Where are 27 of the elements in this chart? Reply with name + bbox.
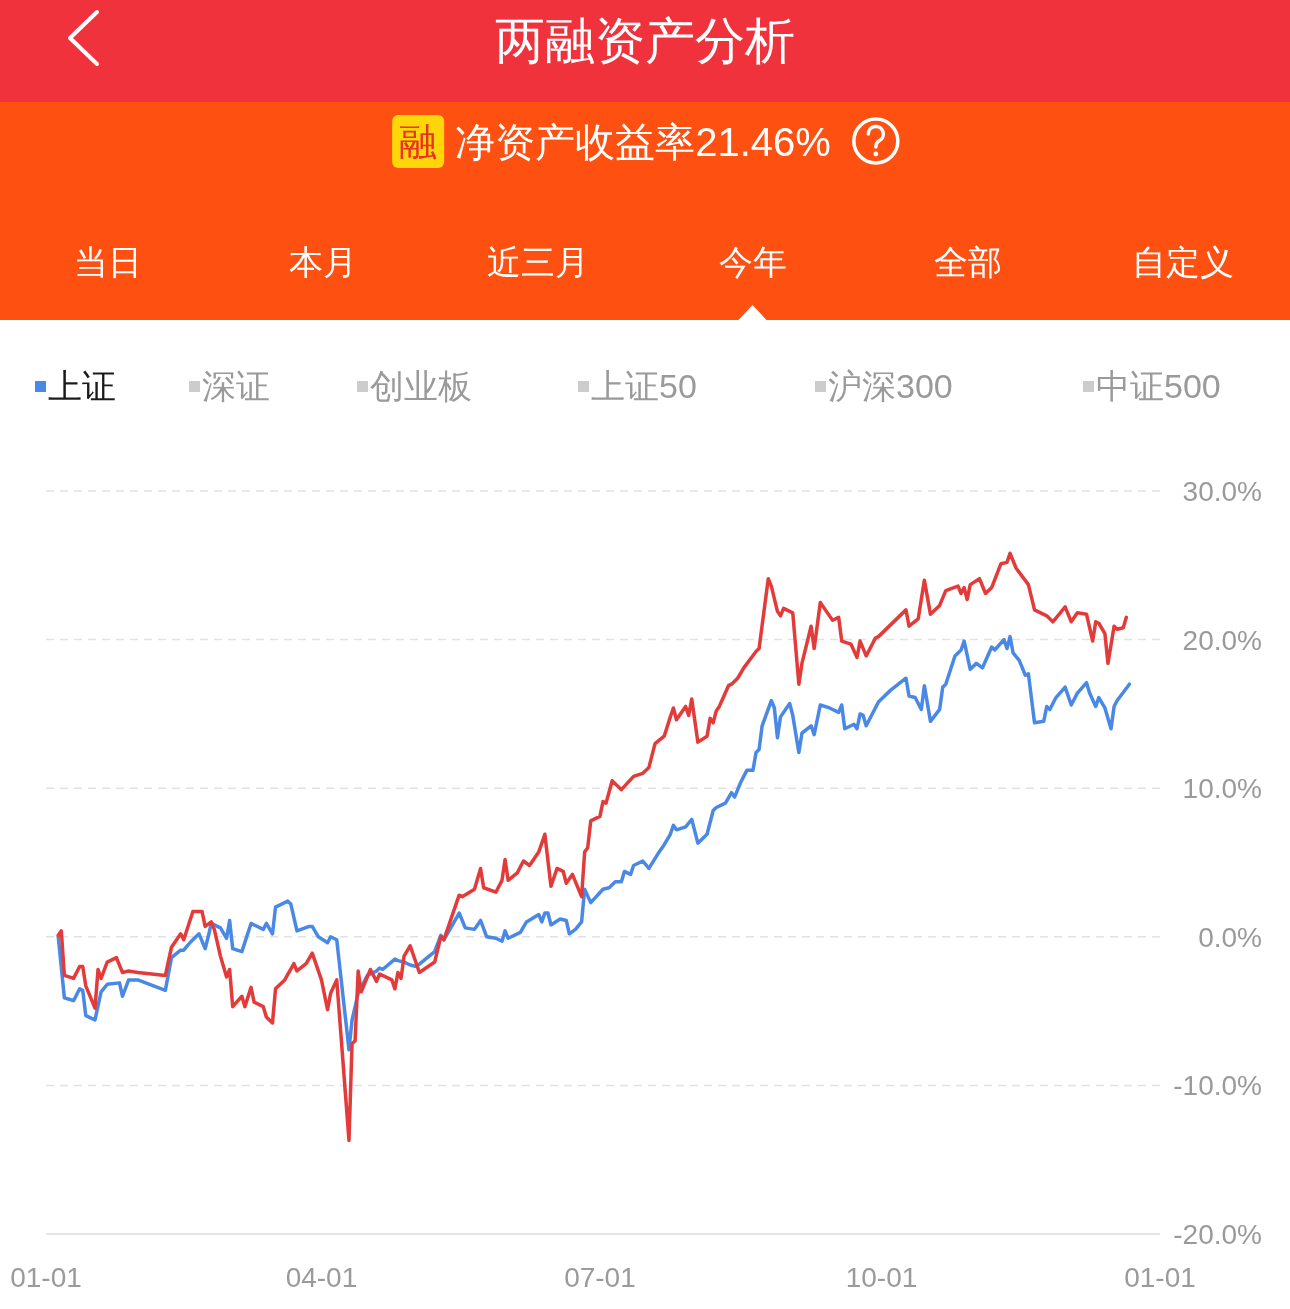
- text: 本月: [288, 243, 357, 281]
- chart-subtitle: 净资产收益率21.46%: [455, 120, 831, 164]
- text: 沪深300: [828, 367, 953, 405]
- y-tick-label: 10.0%: [1182, 773, 1262, 805]
- text: 自定义: [1131, 243, 1234, 281]
- legend-item: 上证: [35, 367, 116, 405]
- y-tick-label: 20.0%: [1182, 624, 1262, 656]
- text: 当日: [73, 243, 142, 281]
- x-tick-label: 10-01: [845, 1262, 918, 1293]
- text: 融: [399, 121, 438, 163]
- y-tick-label: 30.0%: [1182, 476, 1262, 507]
- y-tick-label: -10.0%: [1173, 1070, 1262, 1102]
- x-tick-label: 04-01: [285, 1262, 358, 1293]
- text: 深证: [202, 367, 270, 405]
- chart-title: 两融资产分析: [495, 13, 795, 69]
- text: 创业板: [370, 367, 472, 405]
- text: 今年: [718, 243, 787, 281]
- legend-label: 上证: [48, 367, 116, 405]
- x-tick-label: 01-01: [10, 1262, 82, 1293]
- y-tick-label: 0.0%: [1198, 921, 1262, 953]
- y-tick-label: -20.0%: [1173, 1219, 1262, 1250]
- x-tick-label: 01-01: [1124, 1262, 1196, 1293]
- text: 上证50: [591, 367, 697, 405]
- x-tick-label: 07-01: [564, 1262, 636, 1293]
- text: 全部: [933, 243, 1002, 281]
- text: 中证500: [1096, 367, 1221, 405]
- text: 近三月: [486, 243, 589, 281]
